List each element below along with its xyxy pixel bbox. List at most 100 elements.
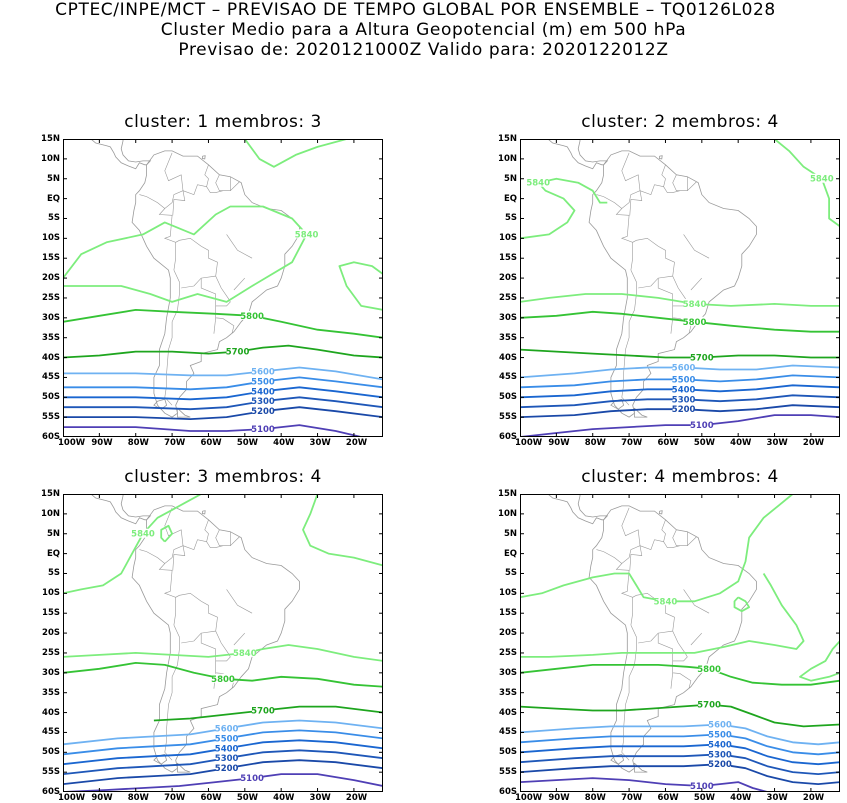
contour-5840 bbox=[63, 205, 308, 303]
country-border bbox=[632, 237, 675, 289]
contour-label-bg bbox=[672, 404, 695, 414]
contour-5800 bbox=[520, 310, 840, 333]
lat-tick-label: 45S bbox=[42, 372, 60, 383]
country-border bbox=[672, 660, 692, 688]
country-border bbox=[233, 632, 246, 646]
contour-label: 5200 bbox=[672, 405, 696, 415]
lon-tick-label: 60W bbox=[200, 438, 222, 448]
island-coastline bbox=[658, 510, 663, 515]
central-america-coastline bbox=[520, 494, 609, 525]
lat-tick-label: 60S bbox=[42, 432, 60, 443]
contour-label: 5500 bbox=[215, 734, 239, 744]
country-border bbox=[158, 563, 176, 626]
contour-label: 5100 bbox=[690, 782, 714, 792]
country-border bbox=[139, 152, 184, 209]
lon-tick-label: 100W bbox=[58, 793, 86, 803]
contour-label-bg bbox=[215, 733, 238, 743]
country-border bbox=[632, 592, 675, 644]
contour-label: 5500 bbox=[251, 377, 275, 387]
contour-5700 bbox=[520, 348, 840, 359]
lon-tick-label: 80W bbox=[584, 793, 606, 803]
lat-tick-label: 10S bbox=[499, 233, 517, 244]
lon-tick-label: 70W bbox=[164, 438, 186, 448]
country-border bbox=[661, 164, 697, 193]
lat-tick-label: 35S bbox=[499, 687, 517, 698]
lat-tick-label: 10S bbox=[42, 588, 60, 599]
contour-5840 bbox=[244, 139, 347, 168]
contour-5840 bbox=[520, 573, 805, 658]
lat-tick-label: 10S bbox=[499, 588, 517, 599]
lat-tick-label: 10S bbox=[42, 233, 60, 244]
contour-label: 5200 bbox=[708, 760, 732, 770]
country-border bbox=[204, 519, 240, 548]
contour-label: 5400 bbox=[251, 387, 275, 397]
contour-5100 bbox=[63, 773, 383, 792]
contour-5840 bbox=[520, 494, 794, 603]
lon-tick-label: 30W bbox=[309, 793, 331, 803]
lon-tick-label: 50W bbox=[693, 793, 716, 803]
contour-label-bg bbox=[709, 749, 731, 759]
country-border bbox=[690, 632, 703, 646]
lon-tick-label: 50W bbox=[693, 438, 716, 448]
contour-5700 bbox=[63, 344, 383, 359]
contour-label: 5800 bbox=[211, 675, 235, 685]
contour-5700 bbox=[520, 703, 840, 728]
island-coastline bbox=[201, 155, 206, 160]
contour-5840 bbox=[302, 494, 383, 567]
south-america-coastline bbox=[131, 505, 300, 773]
lon-tick-label: 30W bbox=[766, 438, 788, 448]
contour-label: 5700 bbox=[690, 354, 714, 364]
contour-5200 bbox=[520, 763, 840, 785]
contour-5840 bbox=[160, 524, 173, 543]
island-coastline bbox=[176, 407, 191, 418]
lat-tick-label: 35S bbox=[499, 332, 517, 343]
contour-label: 5600 bbox=[672, 363, 696, 373]
country-border bbox=[213, 317, 216, 334]
plot-frame bbox=[63, 139, 383, 437]
contour-label-bg bbox=[709, 759, 731, 769]
lon-tick-label: 20W bbox=[802, 438, 825, 448]
lat-tick-label: 15N bbox=[41, 134, 60, 144]
lat-tick-label: 30S bbox=[42, 312, 60, 323]
contour-label: 5840 bbox=[683, 300, 707, 310]
lat-tick-label: 40S bbox=[499, 707, 517, 718]
contour-label: 5840 bbox=[295, 230, 319, 240]
contour-label-bg bbox=[527, 177, 550, 187]
country-border bbox=[158, 208, 176, 271]
contour-label-bg bbox=[654, 596, 677, 606]
lon-tick-label: 100W bbox=[58, 438, 86, 448]
plot-frame bbox=[520, 494, 840, 792]
country-border bbox=[204, 164, 240, 193]
lat-tick-label: 35S bbox=[42, 687, 60, 698]
lon-tick-label: 90W bbox=[91, 793, 113, 803]
contour-5300 bbox=[520, 753, 840, 775]
contour-label: 5300 bbox=[215, 754, 239, 764]
lat-tick-label: 25S bbox=[499, 647, 517, 658]
country-border bbox=[215, 305, 235, 333]
contour-5100 bbox=[520, 777, 768, 792]
lat-tick-label: 5N bbox=[503, 528, 517, 539]
lat-tick-label: 25S bbox=[499, 292, 517, 303]
island-coastline bbox=[658, 155, 663, 160]
country-border bbox=[672, 529, 680, 546]
contour-label-bg bbox=[698, 699, 721, 709]
contour-label-bg bbox=[672, 362, 695, 372]
country-border bbox=[172, 545, 186, 571]
lat-tick-label: 15S bbox=[42, 608, 60, 619]
contour-label-bg bbox=[295, 229, 318, 239]
contour-label: 5800 bbox=[697, 665, 721, 675]
panel-title: cluster: 2 membros: 4 bbox=[581, 112, 779, 132]
contour-label-bg bbox=[698, 663, 721, 673]
contour-5840 bbox=[799, 640, 840, 682]
country-border bbox=[615, 563, 633, 626]
contour-label: 5400 bbox=[672, 385, 696, 395]
lon-tick-label: 70W bbox=[164, 793, 186, 803]
lon-tick-label: 40W bbox=[273, 793, 295, 803]
contour-label: 5400 bbox=[708, 740, 732, 750]
contour-label: 5840 bbox=[654, 597, 678, 607]
country-border bbox=[215, 660, 235, 688]
contour-5100 bbox=[520, 414, 840, 437]
lat-tick-label: 5S bbox=[504, 568, 517, 579]
